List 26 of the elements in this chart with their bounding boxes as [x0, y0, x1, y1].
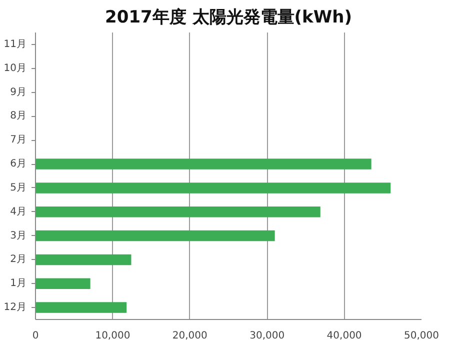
- y-tick-label: 11月: [4, 38, 27, 50]
- y-tick-label: 8月: [10, 110, 27, 122]
- y-tick-label: 7月: [10, 134, 27, 146]
- y-tick-label: 5月: [10, 182, 27, 194]
- chart-title: 2017年度 太陽光発電量(kWh): [105, 8, 352, 28]
- x-tick-label: 10,000: [95, 330, 130, 342]
- x-tick-label: 0: [32, 330, 39, 342]
- bar: [36, 158, 372, 170]
- bar: [36, 278, 90, 290]
- bar: [36, 182, 391, 194]
- y-tick-label: 1月: [10, 278, 27, 290]
- x-tick-label: 50,000: [404, 330, 440, 342]
- x-tick-label: 40,000: [326, 330, 362, 342]
- y-tick-label: 9月: [10, 86, 27, 98]
- x-tick-label: 30,000: [250, 330, 285, 342]
- bar: [36, 254, 132, 266]
- y-tick-label: 6月: [10, 158, 27, 170]
- y-tick-label: 10月: [4, 62, 27, 74]
- y-tick-label: 12月: [4, 302, 27, 314]
- y-tick-label: 4月: [10, 206, 27, 218]
- bar: [36, 230, 275, 242]
- bar: [36, 206, 320, 218]
- y-tick-label: 2月: [10, 254, 27, 266]
- y-tick-label: 3月: [10, 230, 27, 242]
- bar: [36, 302, 127, 313]
- x-tick-label: 20,000: [172, 330, 208, 342]
